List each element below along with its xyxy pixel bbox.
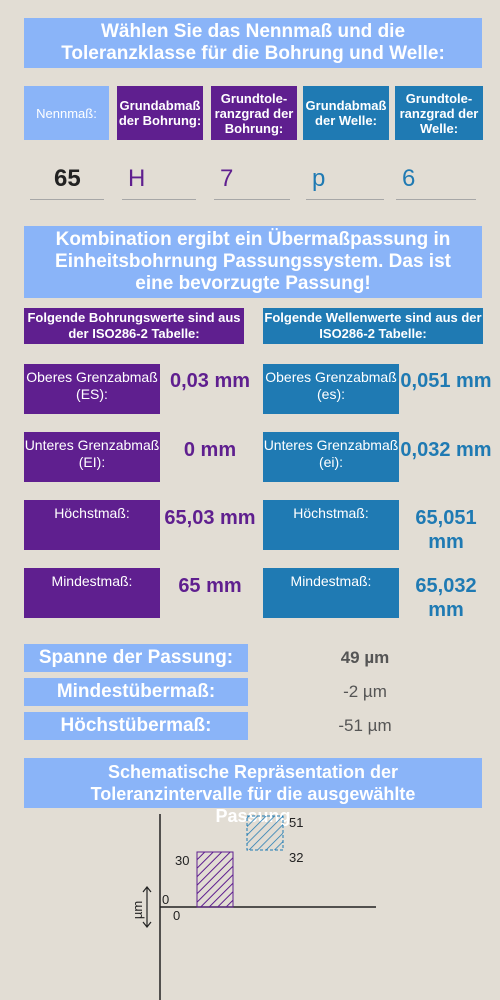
welle-ei-value: 0,032 mm bbox=[400, 439, 492, 461]
welle-es-value: 0,051 mm bbox=[400, 370, 492, 392]
bohrung-ei-value: 0 mm bbox=[183, 439, 237, 461]
diagram-title: Schematische Repräsentation der Toleranz… bbox=[24, 758, 482, 826]
bohrung-es-label: Oberes Grenzabmaß (ES): bbox=[24, 364, 160, 414]
hole-tolerance-zone bbox=[196, 851, 234, 908]
result-message: Kombination ergibt ein Übermaßpassung in… bbox=[24, 226, 482, 298]
zero-label: 0 bbox=[173, 908, 180, 923]
bohrung-min-value: 65 mm bbox=[178, 575, 242, 597]
mindestuebermass-value: -2 µm bbox=[343, 682, 387, 701]
spanne-value: 49 µm bbox=[340, 648, 390, 667]
shaft-upper-label: 51 bbox=[289, 815, 303, 830]
bohrung-ei-label: Unteres Grenzabmaß (EI): bbox=[24, 432, 160, 482]
welle-min-value: 65,032 mm bbox=[415, 575, 477, 621]
hoechstuebermass-value: -51 µm bbox=[338, 716, 392, 735]
header-nennmass: Nennmaß: bbox=[24, 86, 109, 140]
grundtoleranzgrad-bohrung-input[interactable]: 7 bbox=[214, 160, 290, 200]
bohrung-heading: Folgende Bohrungswerte sind aus der ISO2… bbox=[24, 308, 244, 344]
welle-max-label: Höchstmaß: bbox=[263, 500, 399, 550]
header-grundtoleranzgrad-welle: Grundtole-ranzgrad der Welle: bbox=[395, 86, 483, 140]
shaft-tolerance-zone bbox=[246, 815, 284, 851]
welle-es-label: Oberes Grenzabmaß (es): bbox=[263, 364, 399, 414]
welle-min-label: Mindestmaß: bbox=[263, 568, 399, 618]
hole-upper-label: 30 bbox=[175, 853, 189, 868]
tolerance-diagram: µm 30 0 0 51 32 bbox=[130, 814, 376, 1000]
welle-heading: Folgende Wellenwerte sind aus der ISO286… bbox=[263, 308, 483, 344]
grundabmass-bohrung-input[interactable]: H bbox=[122, 160, 196, 200]
shaft-lower-label: 32 bbox=[289, 850, 303, 865]
mindestuebermass-label: Mindestübermaß: bbox=[24, 678, 248, 706]
bohrung-max-label: Höchstmaß: bbox=[24, 500, 160, 550]
unit-label: µm bbox=[130, 901, 145, 919]
bohrung-min-label: Mindestmaß: bbox=[24, 568, 160, 618]
welle-ei-label: Unteres Grenzabmaß (ei): bbox=[263, 432, 399, 482]
grundabmass-welle-input[interactable]: p bbox=[306, 160, 384, 200]
welle-max-value: 65,051 mm bbox=[415, 507, 477, 553]
page-title: Wählen Sie das Nennmaß und die Toleranzk… bbox=[24, 18, 482, 68]
header-grundabmass-bohrung: Grundabmaß der Bohrung: bbox=[117, 86, 203, 140]
grundtoleranzgrad-welle-input[interactable]: 6 bbox=[396, 160, 476, 200]
bohrung-es-value: 0,03 mm bbox=[169, 370, 251, 392]
hole-lower-label: 0 bbox=[162, 892, 169, 907]
hoechstuebermass-label: Höchstübermaß: bbox=[24, 712, 248, 740]
header-grundtoleranzgrad-bohrung: Grundtole-ranzgrad der Bohrung: bbox=[211, 86, 297, 140]
bohrung-max-value: 65,03 mm bbox=[164, 507, 256, 529]
spanne-label: Spanne der Passung: bbox=[24, 644, 248, 672]
header-grundabmass-welle: Grundabmaß der Welle: bbox=[303, 86, 389, 140]
nennmass-input[interactable]: 65 bbox=[30, 160, 104, 200]
